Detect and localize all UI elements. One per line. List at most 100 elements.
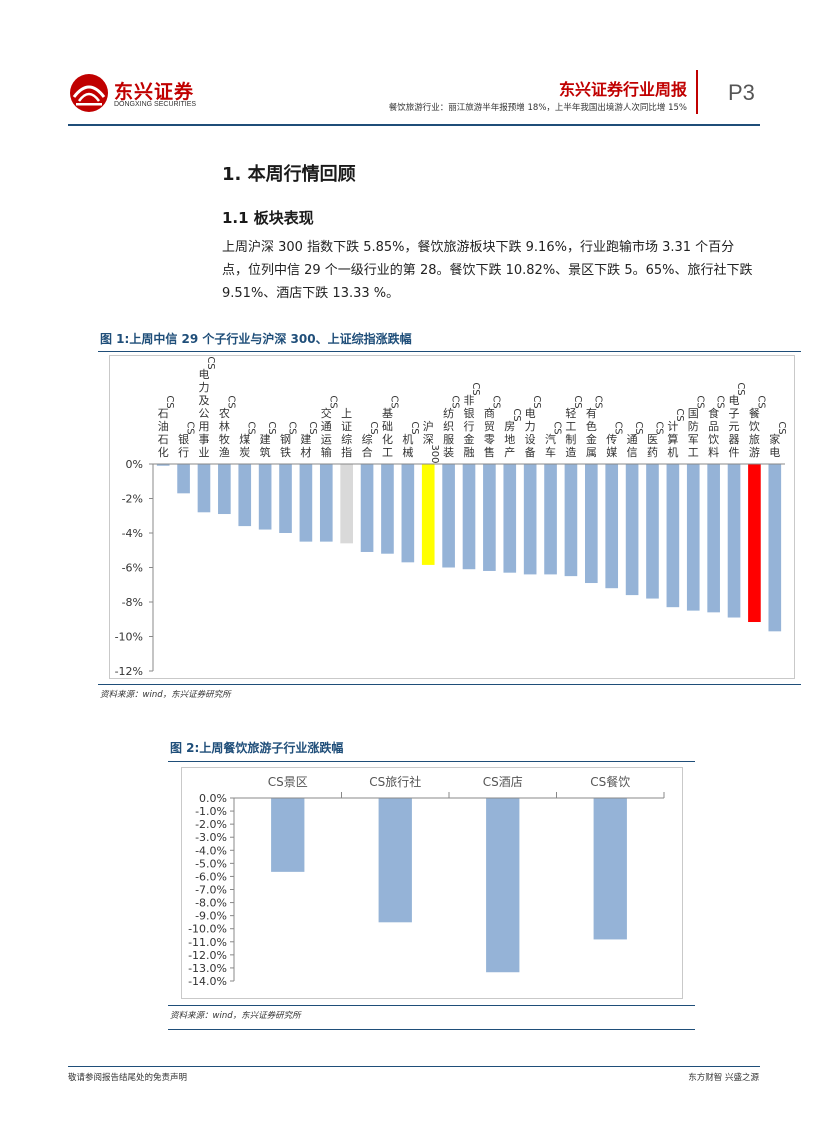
category-label-part: 机 <box>667 445 678 459</box>
bar <box>748 464 761 623</box>
category-label-part: CS <box>327 395 338 408</box>
y-tick-label: -4% <box>122 527 143 540</box>
category-label-part: CS <box>246 421 257 434</box>
category-label-part: 融 <box>464 446 475 459</box>
bar <box>625 464 639 596</box>
category-label-part: CS <box>490 395 501 408</box>
category-label-part: CS <box>694 395 705 408</box>
bar <box>564 464 578 577</box>
category-label-part: CS <box>572 395 583 408</box>
y-tick-label: -1.0% <box>195 805 227 818</box>
bar <box>421 464 435 565</box>
category-label-part: CS <box>613 421 624 434</box>
category-label-part: 餐 <box>749 406 760 420</box>
category-label-part: 色 <box>586 419 597 433</box>
header-rule <box>68 124 760 126</box>
bar <box>401 464 415 563</box>
category-label-part: 车 <box>545 445 556 459</box>
category-label-part: 算 <box>667 432 678 446</box>
category-label-part: 综 <box>362 432 373 446</box>
category-label: CS旅行社 <box>369 774 421 789</box>
bar <box>156 464 170 466</box>
y-tick-label: -10.0% <box>188 923 227 936</box>
category-label-part: 媒 <box>606 446 617 459</box>
dongxing-logo: 东兴证券 DONGXING SECURITIES <box>68 73 208 113</box>
category-label-part: 通 <box>627 433 638 446</box>
category-label-part: CS <box>368 421 379 434</box>
y-tick-label: -11.0% <box>188 936 227 949</box>
category-label-part: CS <box>592 395 603 408</box>
category-label-part: CS <box>164 395 175 408</box>
figure1-caption: 图 1:上周中信 29 个子行业与沪深 300、上证综指涨跌幅 <box>100 332 412 346</box>
bar <box>442 464 455 568</box>
category-label-part: 防 <box>688 419 699 433</box>
category-label-part: 机 <box>402 432 413 446</box>
report-title: 东兴证券行业周报 <box>558 80 687 99</box>
category-label-part: 石 <box>158 433 169 446</box>
figure2-chart: 0.0%-1.0%-2.0%-3.0%-4.0%-5.0%-6.0%-7.0%-… <box>188 774 665 988</box>
category-label-part: 地 <box>504 433 515 446</box>
category-label-part: 电 <box>769 446 780 459</box>
category-label-part: CS <box>470 382 481 395</box>
y-tick-label: -2% <box>122 493 143 506</box>
category-label-part: 银 <box>464 406 475 420</box>
category-label-part: 铁 <box>280 446 291 459</box>
category-label: CS餐饮 <box>590 774 630 789</box>
bar <box>686 464 700 611</box>
category-label: CS酒店 <box>483 775 523 789</box>
category-label-part: 军 <box>688 433 699 446</box>
category-label-part: 非 <box>464 394 475 407</box>
figure1-bottom-rule <box>98 684 801 685</box>
category-label-part: 房 <box>504 420 515 433</box>
category-label-part: 品 <box>708 420 719 433</box>
category-label-part: 医 <box>647 433 658 446</box>
category-label-part: 属 <box>586 446 597 459</box>
category-label-part: 深 <box>423 433 434 446</box>
bar <box>503 464 517 573</box>
category-label-part: 电 <box>729 394 740 407</box>
category-label-part: 纺 <box>443 406 454 420</box>
category-label-part: 子 <box>729 407 740 420</box>
y-tick-label: -13.0% <box>188 962 227 975</box>
y-tick-label: 0% <box>126 458 143 471</box>
category-label-part: 料 <box>708 445 719 459</box>
bar <box>768 464 782 632</box>
category-label-part: 银 <box>178 432 189 446</box>
figure2-bottom-rule <box>168 1005 695 1006</box>
bar <box>279 464 292 533</box>
bar <box>593 798 627 940</box>
figure1-source: 资料来源：wind，东兴证券研究所 <box>100 690 231 700</box>
category-label-part: 件 <box>729 446 740 459</box>
bar <box>727 464 741 618</box>
category-label-part: 力 <box>198 381 209 394</box>
y-tick-label: 0.0% <box>199 792 227 805</box>
category-label-part: 指 <box>341 445 352 459</box>
category-label-part: CS <box>776 421 787 434</box>
category-label-part: 食 <box>708 406 719 420</box>
category-label-part: 300 <box>429 444 440 463</box>
category-label-part: CS <box>755 395 766 408</box>
category-label-part: 制 <box>565 433 576 446</box>
category-label-part: 输 <box>321 445 332 459</box>
y-tick-label: -8.0% <box>195 897 227 910</box>
category-label-part: CS <box>409 421 420 434</box>
category-label-part: 汽 <box>545 432 556 446</box>
category-label-part: 售 <box>484 445 495 459</box>
category-label-part: 饮 <box>708 433 719 446</box>
category-label-part: CS <box>633 421 644 434</box>
category-label-part: 通 <box>321 420 332 433</box>
category-label-part: 上 <box>341 407 352 420</box>
bar <box>360 464 374 552</box>
